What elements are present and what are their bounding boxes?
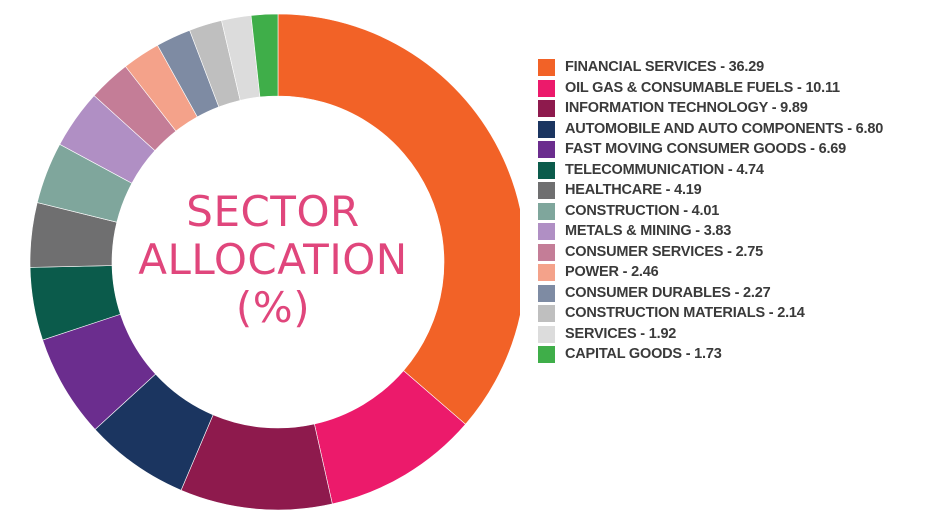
legend-swatch: [538, 79, 555, 97]
legend-label: AUTOMOBILE AND AUTO COMPONENTS - 6.80: [565, 120, 884, 137]
donut-chart: [29, 13, 520, 511]
chart-legend: FINANCIAL SERVICES - 36.29 OIL GAS & CONS…: [538, 57, 918, 365]
chart-title: SECTOR ALLOCATION (%): [120, 188, 426, 332]
legend-item: POWER - 2.46: [538, 262, 918, 283]
legend-item: FAST MOVING CONSUMER GOODS - 6.69: [538, 139, 918, 160]
donut-slice-financial-services: [277, 13, 520, 425]
legend-item: CAPITAL GOODS - 1.73: [538, 344, 918, 365]
legend-item: CONSUMER DURABLES - 2.27: [538, 283, 918, 304]
legend-swatch: [538, 182, 555, 199]
legend-label: TELECOMMUNICATION - 4.74: [565, 161, 764, 178]
legend-swatch: [538, 120, 555, 138]
legend-label: METALS & MINING - 3.83: [565, 223, 732, 239]
legend-swatch: [538, 59, 555, 76]
donut-slice-capital-goods: [250, 13, 279, 98]
legend-swatch: [538, 202, 555, 220]
legend-label: INFORMATION TECHNOLOGY - 9.89: [565, 100, 808, 116]
legend-label: CONSUMER SERVICES - 2.75: [565, 243, 763, 260]
legend-swatch: [538, 141, 555, 158]
legend-swatch: [538, 305, 555, 322]
legend-label: OIL GAS & CONSUMABLE FUELS - 10.11: [565, 79, 840, 96]
chart-title-line-3: (%): [235, 283, 311, 332]
legend-swatch: [538, 325, 555, 343]
legend-label: POWER - 2.46: [565, 264, 659, 280]
legend-item: FINANCIAL SERVICES - 36.29: [538, 57, 918, 78]
legend-label: CONSUMER DURABLES - 2.27: [565, 284, 771, 301]
legend-item: OIL GAS & CONSUMABLE FUELS - 10.11: [538, 78, 918, 99]
legend-item: HEALTHCARE - 4.19: [538, 180, 918, 201]
legend-label: FINANCIAL SERVICES - 36.29: [565, 59, 764, 75]
legend-item: AUTOMOBILE AND AUTO COMPONENTS - 6.80: [538, 119, 918, 140]
legend-label: SERVICES - 1.92: [565, 325, 677, 342]
legend-label: CONSTRUCTION - 4.01: [565, 202, 720, 219]
chart-title-line-1: SECTOR: [186, 187, 360, 236]
legend-item: CONSTRUCTION - 4.01: [538, 201, 918, 222]
legend-label: HEALTHCARE - 4.19: [565, 182, 702, 198]
legend-label: FAST MOVING CONSUMER GOODS - 6.69: [565, 141, 847, 157]
legend-item: SERVICES - 1.92: [538, 324, 918, 345]
chart-title-line-2: ALLOCATION: [138, 235, 408, 284]
legend-swatch: [538, 243, 555, 261]
legend-item: TELECOMMUNICATION - 4.74: [538, 160, 918, 181]
legend-swatch: [538, 223, 555, 240]
legend-item: METALS & MINING - 3.83: [538, 221, 918, 242]
legend-label: CONSTRUCTION MATERIALS - 2.14: [565, 305, 805, 321]
legend-swatch: [538, 161, 555, 179]
legend-swatch: [538, 100, 555, 117]
legend-item: CONSUMER SERVICES - 2.75: [538, 242, 918, 263]
legend-item: INFORMATION TECHNOLOGY - 9.89: [538, 98, 918, 119]
legend-swatch: [538, 346, 555, 363]
legend-swatch: [538, 264, 555, 281]
legend-label: CAPITAL GOODS - 1.73: [565, 346, 722, 362]
legend-swatch: [538, 284, 555, 302]
legend-item: CONSTRUCTION MATERIALS - 2.14: [538, 303, 918, 324]
